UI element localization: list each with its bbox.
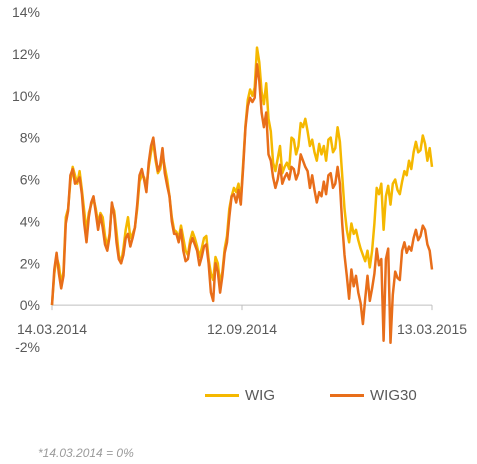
line-chart: -2% 0% 2% 4% 6% 8% 10% 12% 14% 14.03.2014 12.09.2…: [12, 4, 467, 355]
y-tick-label: 14%: [12, 4, 40, 20]
legend-item-wig30: WIG30: [330, 385, 417, 405]
y-tick-label: 12%: [12, 46, 40, 62]
x-tick-label: 14.03.2014: [17, 321, 87, 337]
legend-label-wig: WIG: [245, 386, 275, 404]
legend-label-wig30: WIG30: [370, 386, 417, 404]
legend-swatch-wig: [205, 393, 239, 397]
footnote: *14.03.2014 = 0%: [38, 446, 134, 460]
x-tick-label: 12.09.2014: [207, 321, 277, 337]
y-tick-label: 10%: [12, 88, 40, 104]
y-tick-label: 6%: [20, 172, 40, 188]
x-axis: 14.03.2014 12.09.2014 13.03.2015: [17, 305, 467, 337]
series-lines: [50, 46, 434, 345]
y-tick-label: 0%: [20, 297, 40, 313]
y-tick-label: 4%: [20, 213, 40, 229]
x-tick-label: 13.03.2015: [397, 321, 467, 337]
legend-item-wig: WIG: [205, 385, 275, 405]
y-tick-label: 2%: [20, 255, 40, 271]
y-tick-label: -2%: [15, 339, 40, 355]
y-axis: -2% 0% 2% 4% 6% 8% 10% 12% 14%: [12, 4, 40, 355]
y-tick-label: 8%: [20, 130, 40, 146]
legend-swatch-wig30: [330, 393, 364, 397]
series-line-wig30: [50, 63, 434, 345]
